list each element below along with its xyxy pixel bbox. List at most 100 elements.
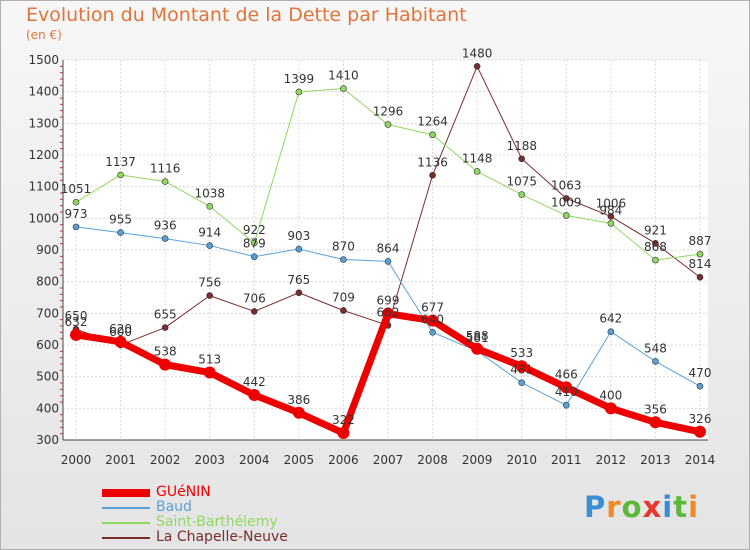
data-point-0 <box>70 328 82 341</box>
data-point-3 <box>607 213 615 220</box>
proxiti-logo: Proxiti <box>584 490 699 524</box>
data-label: 1075 <box>506 175 537 189</box>
data-point-0 <box>515 360 528 373</box>
data-point-3 <box>562 195 570 202</box>
y-tick-label: 400 <box>36 401 59 415</box>
legend-label: GUéNIN <box>156 484 211 500</box>
data-label: 410 <box>555 385 578 399</box>
x-tick-label: 2000 <box>61 453 92 467</box>
data-label: 640 <box>421 312 444 326</box>
legend-label: La Chapelle-Neuve <box>156 529 288 545</box>
data-point-1 <box>429 329 436 336</box>
data-label: 466 <box>555 367 578 381</box>
data-point-0 <box>159 358 172 371</box>
data-label: 632 <box>65 315 88 329</box>
legend-swatch <box>102 488 150 497</box>
data-label: 1136 <box>417 155 448 169</box>
data-point-1 <box>72 223 80 231</box>
data-label: 1480 <box>462 46 493 60</box>
y-tick-label: 1100 <box>28 180 59 194</box>
chart-legend: GUéNIN Baud Saint-Barthélemy La Chapelle-Ne… <box>102 485 288 545</box>
data-point-2 <box>652 256 659 264</box>
data-point-1 <box>562 401 570 409</box>
logo-letter: i <box>688 490 700 524</box>
data-label: 814 <box>689 257 712 271</box>
y-tick-label: 800 <box>36 275 59 289</box>
data-point-0 <box>471 342 484 355</box>
data-label: 677 <box>421 301 444 315</box>
data-point-0 <box>560 381 573 394</box>
data-point-1 <box>340 256 347 263</box>
data-point-0 <box>694 425 706 438</box>
data-point-0 <box>604 402 617 415</box>
x-tick-label: 2006 <box>328 453 359 467</box>
y-tick-label: 1500 <box>28 53 59 67</box>
data-label: 386 <box>287 393 310 407</box>
data-label: 765 <box>287 273 310 287</box>
data-label: 588 <box>466 329 489 343</box>
data-label: 600 <box>109 325 132 339</box>
data-point-0 <box>649 416 662 429</box>
data-point-0 <box>292 406 305 419</box>
data-label: 356 <box>644 402 667 416</box>
y-tick-label: 1000 <box>28 211 59 225</box>
data-label: 1137 <box>105 155 136 169</box>
legend-item: Baud <box>102 500 288 515</box>
x-tick-label: 2009 <box>462 453 493 467</box>
data-point-3 <box>161 324 169 331</box>
data-label: 921 <box>644 223 667 237</box>
data-label: 581 <box>466 331 489 345</box>
data-label: 1116 <box>150 162 181 176</box>
data-label: 756 <box>198 276 221 290</box>
data-label: 1063 <box>551 178 582 192</box>
data-point-3 <box>295 289 303 297</box>
data-point-1 <box>652 358 659 365</box>
data-point-1 <box>117 229 124 236</box>
data-point-2 <box>696 250 704 258</box>
data-label: 1264 <box>417 115 448 129</box>
chart-subtitle: (en €) <box>26 28 62 42</box>
legend-item: La Chapelle-Neuve <box>102 530 288 545</box>
data-point-0 <box>114 335 127 348</box>
x-tick-label: 2010 <box>506 453 537 467</box>
chart-title: Evolution du Montant de la Dette par Hab… <box>26 4 467 26</box>
data-point-0 <box>248 389 261 402</box>
data-label: 1399 <box>284 72 315 86</box>
legend-item: Saint-Barthélemy <box>102 515 288 530</box>
x-tick-label: 2014 <box>685 453 716 467</box>
data-point-1 <box>384 258 392 265</box>
data-label: 709 <box>332 290 355 304</box>
data-label: 914 <box>198 226 221 240</box>
data-point-2 <box>206 203 214 210</box>
data-label: 955 <box>109 213 132 227</box>
data-point-1 <box>161 235 169 242</box>
x-tick-label: 2001 <box>105 453 136 467</box>
data-label: 936 <box>154 219 177 233</box>
logo-letter: x <box>642 490 663 524</box>
data-label: 470 <box>689 366 712 380</box>
data-point-3 <box>340 307 347 314</box>
data-point-2 <box>117 171 124 179</box>
data-label: 533 <box>510 346 533 360</box>
data-label: 887 <box>689 234 712 248</box>
data-point-2 <box>250 239 258 247</box>
data-point-2 <box>295 88 303 96</box>
data-label: 1296 <box>373 105 404 119</box>
x-tick-label: 2013 <box>640 453 671 467</box>
data-point-1 <box>206 242 214 249</box>
y-tick-label: 900 <box>36 243 59 257</box>
data-label: 662 <box>377 305 400 319</box>
x-tick-label: 2003 <box>194 453 225 467</box>
legend-swatch <box>102 506 150 509</box>
data-label: 1006 <box>596 196 627 210</box>
y-tick-label: 300 <box>36 433 59 447</box>
x-tick-label: 2007 <box>373 453 404 467</box>
data-label: 1148 <box>462 151 493 165</box>
data-label: 481 <box>510 363 533 377</box>
data-point-3 <box>518 155 526 163</box>
data-point-3 <box>250 308 258 315</box>
x-tick-label: 2004 <box>239 453 270 467</box>
data-point-1 <box>607 328 615 336</box>
data-point-1 <box>295 245 303 253</box>
